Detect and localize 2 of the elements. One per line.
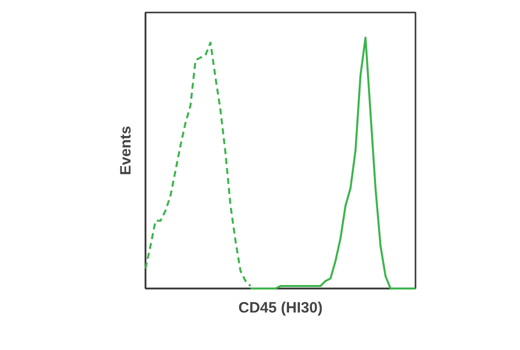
x-axis-title: CD45 (HI30) bbox=[238, 300, 323, 316]
y-axis-title: Events bbox=[118, 126, 134, 176]
